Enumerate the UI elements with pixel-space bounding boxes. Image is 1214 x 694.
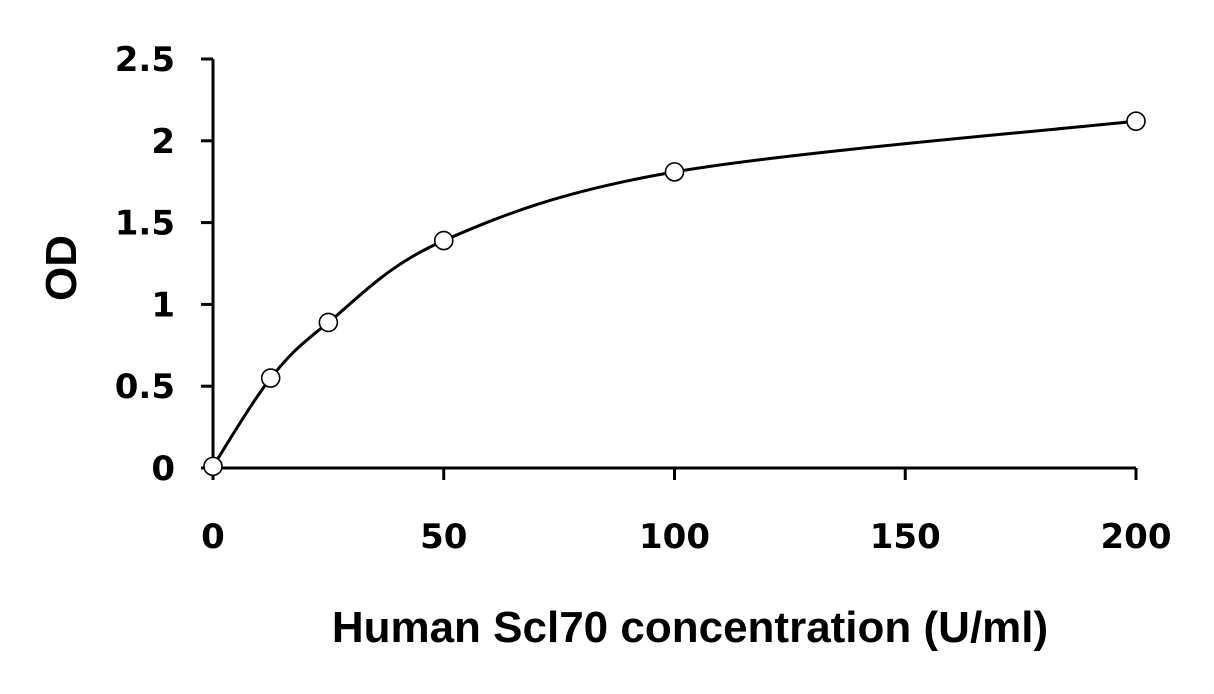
data-point [203,456,223,477]
x-axis-title: Human Scl70 concentration (U/ml) [332,603,1048,652]
y-tick-label: 0 [151,449,175,489]
y-axis-title: OD [37,235,86,301]
y-ticks: 0 0.5 1 1.5 2 2.5 [115,40,213,489]
x-tick-label: 200 [1101,517,1172,557]
y-tick-label: 1.5 [115,204,175,244]
x-ticks: 0 50 100 150 200 [201,468,1171,557]
y-tick-label: 2.5 [115,40,175,80]
x-tick-label: 150 [870,517,941,557]
y-tick-label: 2 [151,122,175,162]
data-point [433,230,454,251]
x-tick-label: 100 [639,517,710,557]
data-points [203,111,1146,477]
data-point [318,312,339,333]
data-point [664,162,685,182]
data-point [1126,111,1146,131]
y-axis: 0 0.5 1 1.5 2 2.5 [115,40,215,489]
x-tick-label: 50 [420,517,467,557]
x-tick-label: 0 [201,517,225,557]
data-point [260,368,281,388]
x-axis: 0 50 100 150 200 [201,466,1171,557]
y-tick-label: 1 [151,285,175,325]
y-tick-label: 0.5 [115,367,175,407]
